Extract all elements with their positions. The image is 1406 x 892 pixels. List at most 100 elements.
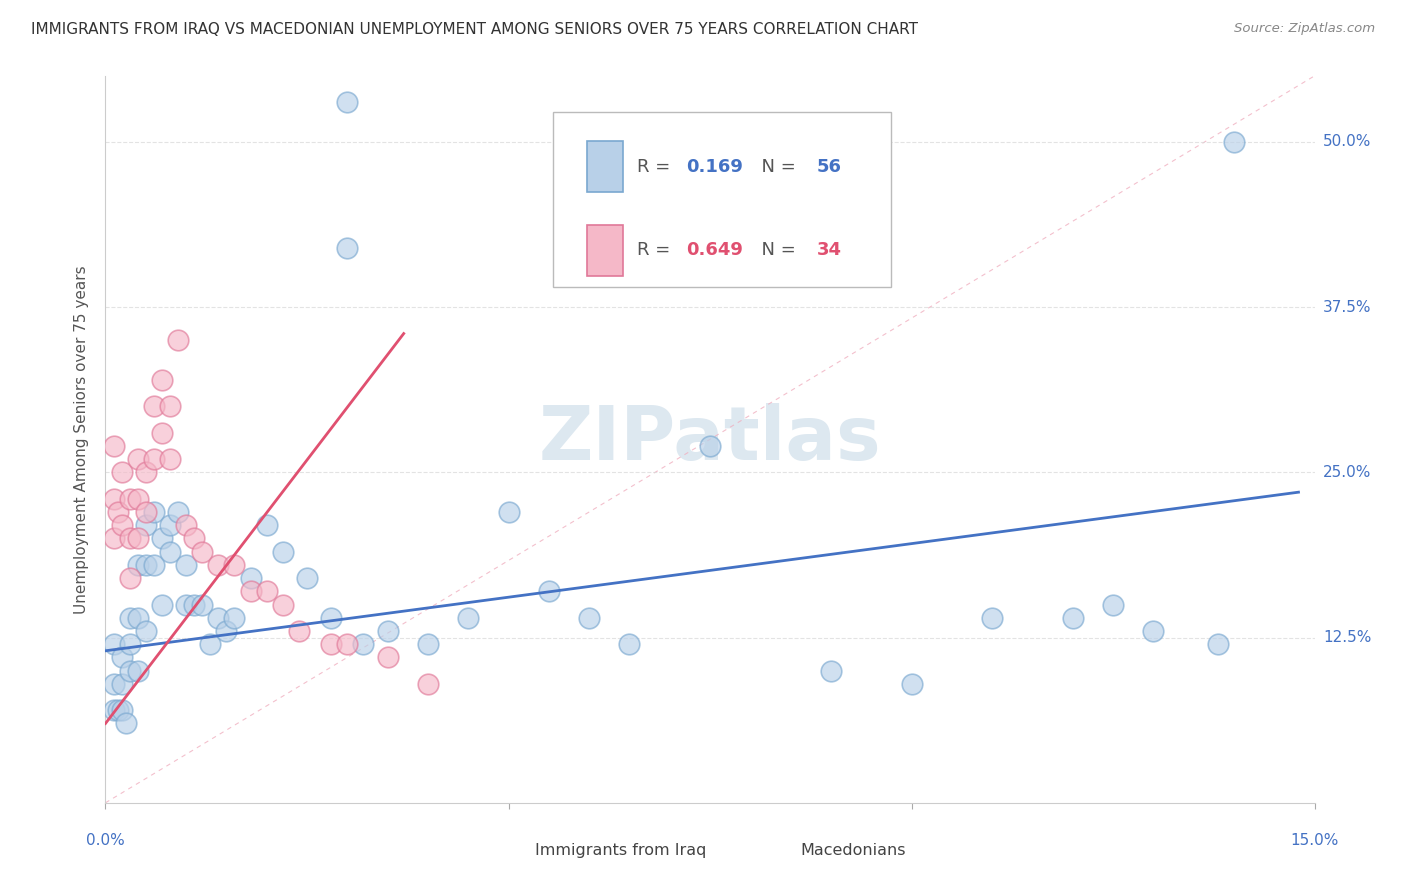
Point [174,518,197,533]
FancyBboxPatch shape [492,838,526,863]
Point [103,637,125,651]
Point [1223,135,1246,149]
Text: 50.0%: 50.0% [1323,135,1371,149]
Point [352,637,374,651]
Point [174,598,197,612]
Point [699,439,721,453]
Point [159,544,181,558]
Point [135,624,157,638]
Point [174,558,197,572]
Point [118,532,141,546]
Point [127,452,149,467]
Point [377,650,399,665]
Text: N =: N = [749,242,801,260]
Point [127,558,149,572]
Point [215,624,238,638]
Point [239,584,262,599]
Point [900,677,922,691]
Point [159,399,181,413]
Point [537,584,560,599]
Point [321,637,343,651]
Point [118,571,141,585]
Text: 25.0%: 25.0% [1323,465,1371,480]
Point [191,544,214,558]
Point [167,333,190,347]
Text: R =: R = [637,242,676,260]
Y-axis label: Unemployment Among Seniors over 75 years: Unemployment Among Seniors over 75 years [75,265,90,614]
Point [118,664,141,678]
Point [142,399,165,413]
Point [110,650,132,665]
Text: 37.5%: 37.5% [1323,300,1371,315]
Point [127,491,149,506]
Point [224,558,246,572]
Point [135,466,157,480]
Point [159,518,181,533]
Point [1206,637,1229,651]
Point [103,703,125,717]
Point [416,637,439,651]
Point [110,518,132,533]
Point [336,95,359,110]
Point [142,505,165,519]
Point [135,505,157,519]
Point [103,532,125,546]
Point [110,703,132,717]
Text: 56: 56 [817,158,841,176]
Point [288,624,311,638]
FancyBboxPatch shape [586,225,623,276]
Text: 0.169: 0.169 [686,158,742,176]
Point [377,624,399,638]
Point [207,558,229,572]
Point [271,544,294,558]
FancyBboxPatch shape [553,112,891,286]
Text: Immigrants from Iraq: Immigrants from Iraq [534,843,706,857]
Text: 0.649: 0.649 [686,242,742,260]
Text: IMMIGRANTS FROM IRAQ VS MACEDONIAN UNEMPLOYMENT AMONG SENIORS OVER 75 YEARS CORR: IMMIGRANTS FROM IRAQ VS MACEDONIAN UNEMP… [31,22,918,37]
Point [336,241,359,255]
Point [103,439,125,453]
Point [118,611,141,625]
Point [159,452,181,467]
Point [150,598,173,612]
FancyBboxPatch shape [758,838,792,863]
Point [820,664,842,678]
Point [1062,611,1084,625]
FancyBboxPatch shape [586,141,623,192]
Point [578,611,600,625]
Text: 12.5%: 12.5% [1323,630,1371,645]
Point [336,637,359,651]
Text: N =: N = [749,158,801,176]
Point [981,611,1004,625]
Point [118,491,141,506]
Point [321,611,343,625]
Point [135,558,157,572]
Point [295,571,318,585]
Point [114,716,136,731]
Point [103,677,125,691]
Point [110,677,132,691]
Point [150,425,173,440]
Point [271,598,294,612]
Point [498,505,520,519]
Text: ZIPatlas: ZIPatlas [538,403,882,475]
Point [118,637,141,651]
Point [619,637,641,651]
Point [107,703,129,717]
Point [183,598,205,612]
Text: Source: ZipAtlas.com: Source: ZipAtlas.com [1234,22,1375,36]
Point [150,373,173,387]
Point [107,505,129,519]
Point [127,611,149,625]
Point [167,505,190,519]
Point [127,532,149,546]
Point [239,571,262,585]
Text: R =: R = [637,158,676,176]
Text: Macedonians: Macedonians [801,843,907,857]
Text: 15.0%: 15.0% [1291,833,1339,848]
Text: 34: 34 [817,242,841,260]
Point [200,637,222,651]
Point [457,611,479,625]
Point [142,452,165,467]
Point [103,491,125,506]
